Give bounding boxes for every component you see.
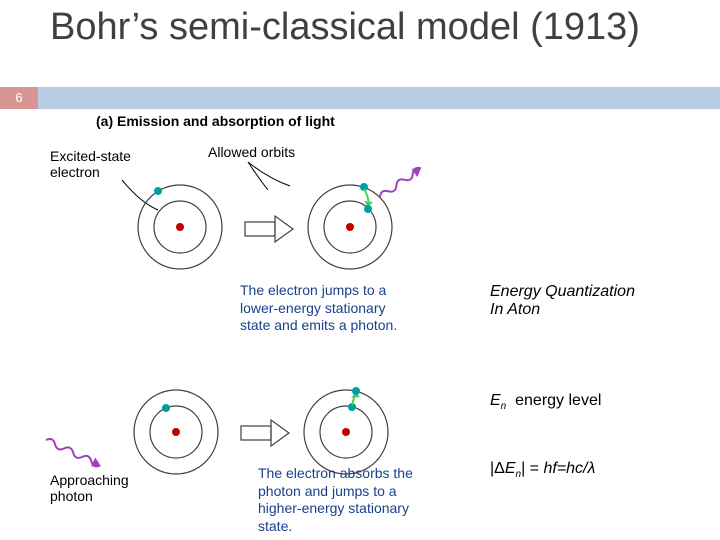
page-title: Bohr’s semi-classical model (1913) [50,6,690,50]
page-number: 6 [0,87,38,109]
delta-e-text: |ΔEn| = hf=hc/λ [490,460,710,480]
emission-diagram [50,132,480,282]
absorption-caption: The electron absorbs the photon and jump… [258,465,438,535]
panel-a-label: (a) Emission and absorption of light [96,113,335,129]
energy-quantization-text: Energy Quantization In Aton [490,283,710,319]
title-band [38,87,720,109]
approaching-photon-label: Approaching photon [50,472,170,504]
emission-caption: The electron jumps to a lower-energy sta… [240,282,410,335]
energy-level-text: En energy level [490,392,710,412]
